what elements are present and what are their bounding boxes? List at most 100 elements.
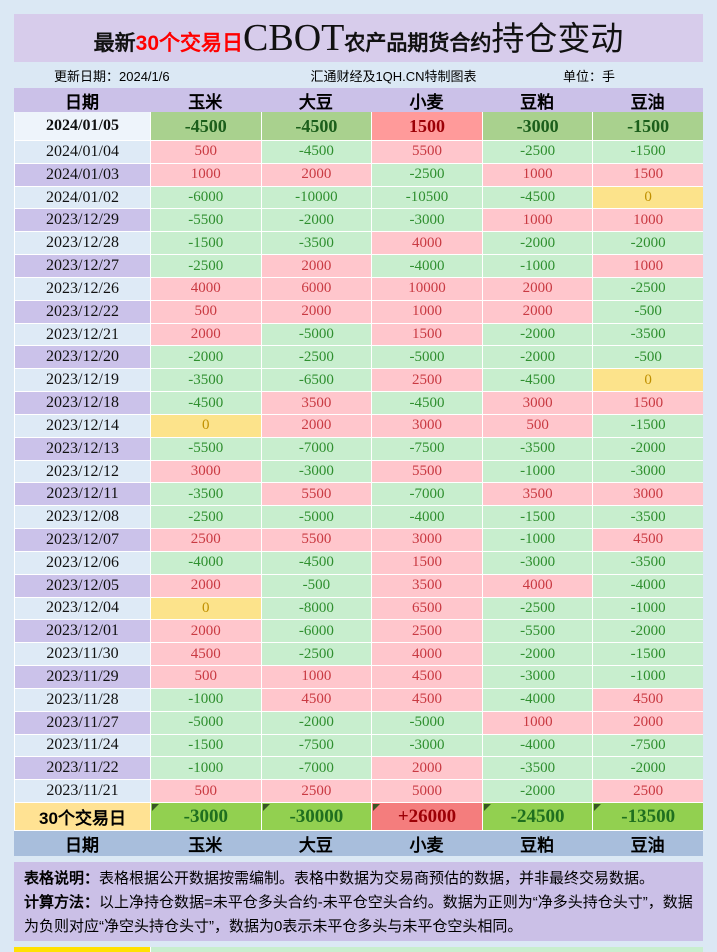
value-cell: 500 (150, 780, 261, 804)
value-cell: -3000 (260, 460, 372, 484)
value-cell: 2000 (260, 300, 372, 324)
value-cell: -2500 (481, 597, 593, 621)
value-cell: -1000 (481, 255, 593, 278)
date-cell: 2023/11/21 (14, 780, 150, 804)
value-cell: -7500 (592, 734, 703, 758)
value-cell: 2000 (150, 620, 261, 644)
value-cell: 2500 (150, 529, 261, 552)
value-cell: -5000 (150, 711, 261, 735)
table-row: 2023/12/04 0 -8000 6500 -2500 -1000 (14, 597, 703, 621)
value-cell: 2500 (371, 620, 482, 644)
table-row: 2023/11/30 4500 -2500 4000 -2000 -1500 (14, 643, 703, 667)
value-cell: -5500 (150, 209, 261, 233)
value-cell: -2000 (592, 232, 703, 256)
cell-corner-triangle-icon (262, 804, 270, 812)
value-cell: 2000 (150, 574, 261, 598)
value-cell: 4500 (260, 688, 372, 712)
date-cell: 2023/12/14 (14, 414, 150, 438)
footer-header-row: 日期 玉米 大豆 小麦 豆粕 豆油 (14, 831, 703, 857)
date-cell: 2023/12/01 (14, 620, 150, 644)
value-cell: 2500 (592, 780, 703, 804)
value-cell: -1000 (481, 460, 593, 484)
value-cell: 2500 (260, 780, 372, 804)
value-cell: -500 (592, 346, 703, 370)
note-text: 以上净持仓数据=未平仓多头合约-未平仓空头合约。数据为正则为“净多头持仓头寸”，… (24, 894, 693, 936)
date-cell: 2023/12/26 (14, 277, 150, 301)
value-cell: 10000 (371, 277, 482, 301)
date-cell: 2024/01/04 (14, 141, 150, 164)
table-row: 2023/12/19 -3500 -6500 2500 -4500 0 (14, 369, 703, 393)
table-row: 2023/12/20 -2000 -2500 -5000 -2000 -500 (14, 346, 703, 370)
value-cell: -4000 (371, 255, 482, 278)
value-cell: -4500 (150, 112, 261, 141)
value-cell: 2500 (371, 369, 482, 393)
date-cell: 2023/12/22 (14, 300, 150, 324)
value-cell: -2000 (592, 437, 703, 461)
value-cell: -2000 (481, 323, 593, 347)
value-cell: -2500 (592, 277, 703, 301)
table-row: 2023/11/27 -5000 -2000 -5000 1000 2000 (14, 711, 703, 735)
title-middle: 农产品期货合约 (344, 32, 492, 55)
value-cell: -1000 (150, 688, 261, 712)
table-row: 2024/01/03 1000 2000 -2500 1000 1500 (14, 163, 703, 187)
date-cell: 2023/12/19 (14, 369, 150, 393)
date-cell: 2024/01/05 (14, 112, 150, 141)
value-cell: -2500 (371, 163, 482, 187)
value-cell: 500 (150, 666, 261, 689)
value-cell: 5500 (260, 483, 372, 507)
value-cell: -3500 (592, 506, 703, 530)
date-cell: 2023/12/13 (14, 437, 150, 461)
value-cell: 2000 (260, 163, 372, 187)
table-row: 2023/12/27 -2500 2000 -4000 -1000 1000 (14, 255, 703, 278)
value-cell: 2000 (260, 414, 372, 438)
date-cell: 2023/11/22 (14, 757, 150, 781)
value-cell: -2000 (481, 780, 593, 804)
value-cell: -2000 (150, 346, 261, 370)
date-cell: 2023/12/05 (14, 574, 150, 598)
table-row: 2023/12/12 3000 -3000 5500 -1000 -3000 (14, 460, 703, 484)
note-calc-method: 计算方法：以上净持仓数据=未平仓多头合约-未平仓空头合约。数据为正则为“净多头持… (24, 891, 693, 939)
value-cell: -3000 (481, 666, 593, 689)
summary-label: 30个交易日 (14, 803, 150, 832)
date-cell: 2023/12/12 (14, 460, 150, 484)
table-row: 2023/12/28 -1500 -3500 4000 -2000 -2000 (14, 232, 703, 256)
value-cell: 2000 (371, 757, 482, 781)
clipped-next-row (14, 947, 703, 952)
value-cell: 2000 (150, 323, 261, 347)
value-cell: -2000 (592, 757, 703, 781)
value-cell: -10000 (260, 186, 372, 210)
value-cell: -4000 (150, 551, 261, 575)
table-row: 2023/11/28 -1000 4500 4500 -4000 4500 (14, 688, 703, 712)
table-row: 2023/12/05 2000 -500 3500 4000 -4000 (14, 574, 703, 598)
value-cell: 1500 (371, 551, 482, 575)
value-cell: -2000 (481, 346, 593, 370)
value-cell: -5500 (150, 437, 261, 461)
value-cell: 500 (150, 141, 261, 164)
value-cell: 0 (150, 414, 261, 438)
value-cell: -4000 (371, 506, 482, 530)
date-cell: 2023/12/21 (14, 323, 150, 347)
header-row: 日期 玉米 大豆 小麦 豆粕 豆油 (14, 88, 703, 112)
date-cell: 2023/12/20 (14, 346, 150, 370)
value-cell: 5500 (371, 460, 482, 484)
value-cell: 0 (592, 369, 703, 393)
table-row: 2023/12/01 2000 -6000 2500 -5500 -2000 (14, 620, 703, 644)
value-cell: -3500 (481, 757, 593, 781)
unit-label: 单位：手 (563, 68, 616, 84)
date-cell: 2023/12/18 (14, 392, 150, 415)
value-cell: -4500 (150, 392, 261, 415)
value-cell: -1500 (481, 506, 593, 530)
footer-column-header: 豆粕 (520, 836, 555, 856)
notes-section: 表格说明：表格根据公开数据按需编制。表格中数据为交易商预估的数据，并非最终交易数… (14, 862, 703, 942)
update-date-label: 更新日期：2024/1/6 (54, 68, 170, 84)
value-cell: -3500 (592, 323, 703, 347)
note-label: 表格说明： (24, 870, 100, 888)
value-cell: -2000 (481, 643, 593, 667)
value-cell: 3000 (371, 529, 482, 552)
value-cell: -1000 (481, 529, 593, 552)
value-cell: -4500 (260, 112, 372, 141)
date-cell: 2023/12/07 (14, 529, 150, 552)
date-cell: 2023/11/29 (14, 666, 150, 689)
date-cell: 2023/12/29 (14, 209, 150, 233)
